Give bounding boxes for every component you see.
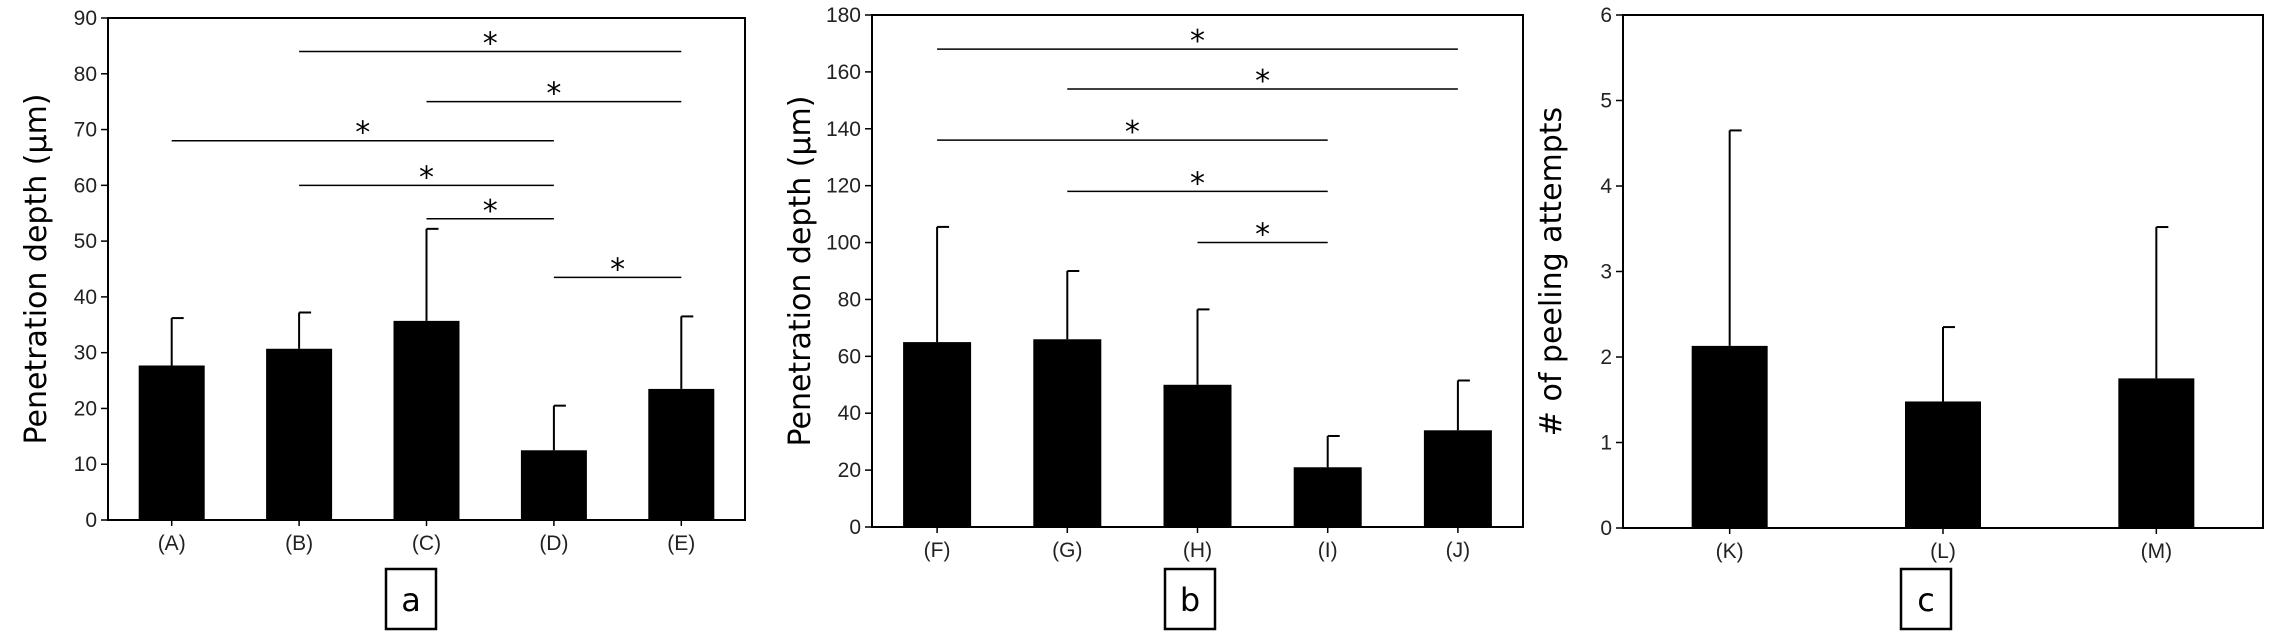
x-tick-label: (F) bbox=[924, 539, 951, 562]
significance-marker: * bbox=[483, 26, 498, 61]
x-tick-label: (G) bbox=[1052, 539, 1082, 562]
significance-marker: * bbox=[1255, 64, 1270, 99]
bar-K bbox=[1691, 345, 1768, 528]
y-tick-label: 6 bbox=[1600, 4, 1612, 27]
y-tick-label: 60 bbox=[74, 174, 97, 197]
bar-C bbox=[393, 320, 460, 520]
bar-H bbox=[1163, 384, 1232, 527]
panel-label-box bbox=[1163, 567, 1217, 631]
y-tick-label: 40 bbox=[74, 286, 97, 309]
y-tick-label: 0 bbox=[849, 516, 861, 539]
y-tick-label: 20 bbox=[74, 397, 97, 420]
x-tick-label: (B) bbox=[285, 532, 313, 555]
y-tick-label: 0 bbox=[85, 509, 97, 532]
bar-E bbox=[648, 388, 715, 520]
x-tick-label: (C) bbox=[412, 532, 441, 555]
bar-B bbox=[266, 348, 333, 520]
bar-G bbox=[1033, 339, 1102, 527]
y-tick-label: 160 bbox=[826, 61, 861, 84]
significance-marker: * bbox=[483, 194, 498, 229]
bar-I bbox=[1293, 467, 1362, 527]
y-tick-label: 80 bbox=[74, 63, 97, 86]
chart-panel-c: 0 1 2 3 4 5 6 # of peeling attempts (K) (L) (M) c bbox=[1534, 4, 2264, 631]
y-tick-label: 70 bbox=[74, 119, 97, 142]
bar-F bbox=[903, 342, 972, 527]
x-tick-label: (J) bbox=[1446, 539, 1471, 562]
y-tick-label: 4 bbox=[1600, 175, 1612, 198]
bar-A bbox=[138, 365, 205, 520]
y-axis-label: Penetration depth (μm) bbox=[783, 95, 818, 446]
y-tick-label: 40 bbox=[838, 402, 861, 425]
y-tick-label: 180 bbox=[826, 4, 861, 27]
x-tick-label: (I) bbox=[1318, 539, 1338, 562]
x-tick-label: (L) bbox=[1930, 540, 1956, 563]
significance-marker: * bbox=[355, 116, 370, 151]
panel-label: a bbox=[401, 581, 421, 619]
chart-panel-b: 0 20 40 60 80 100 120 140 160 180 Penetration dept… bbox=[783, 4, 1524, 631]
significance-marker: * bbox=[546, 77, 561, 112]
y-tick-label: 30 bbox=[74, 342, 97, 365]
y-tick-label: 1 bbox=[1600, 432, 1612, 455]
panel-label-box bbox=[1899, 567, 1953, 631]
x-tick-label: (D) bbox=[539, 532, 568, 555]
y-axis-label: Penetration depth (μm) bbox=[19, 93, 54, 444]
y-tick-label: 60 bbox=[838, 345, 861, 368]
panel-label-box bbox=[384, 567, 438, 631]
significance-marker: * bbox=[1255, 218, 1270, 253]
significance-marker: * bbox=[610, 252, 625, 287]
y-tick-label: 50 bbox=[74, 230, 97, 253]
panel-label: b bbox=[1180, 581, 1200, 619]
x-tick-label: (A) bbox=[158, 532, 186, 555]
significance-marker: * bbox=[1190, 166, 1205, 201]
x-tick-label: (H) bbox=[1183, 539, 1212, 562]
y-tick-label: 20 bbox=[838, 459, 861, 482]
y-tick-label: 5 bbox=[1600, 90, 1612, 113]
y-tick-label: 120 bbox=[826, 175, 861, 198]
bar-L bbox=[1905, 401, 1981, 528]
panel-label: c bbox=[1917, 581, 1935, 619]
y-tick-label: 3 bbox=[1600, 261, 1612, 284]
bar-M bbox=[2118, 378, 2195, 528]
significance-marker: * bbox=[419, 160, 434, 195]
chart-panel-a: 0 10 20 30 40 50 60 70 80 90 Penetration depth (μm… bbox=[19, 7, 746, 631]
x-tick-label: (M) bbox=[2141, 540, 2172, 563]
bar-J bbox=[1423, 430, 1492, 527]
y-tick-label: 100 bbox=[826, 232, 861, 255]
y-tick-label: 80 bbox=[838, 288, 861, 311]
y-axis-label: # of peeling attempts bbox=[1534, 107, 1569, 436]
y-tick-label: 90 bbox=[74, 7, 97, 30]
significance-marker: * bbox=[1190, 24, 1205, 59]
y-tick-label: 2 bbox=[1600, 346, 1612, 369]
x-tick-label: (E) bbox=[667, 532, 695, 555]
significance-marker: * bbox=[1125, 115, 1140, 150]
x-tick-label: (K) bbox=[1716, 540, 1744, 563]
y-tick-label: 140 bbox=[826, 118, 861, 141]
bar-D bbox=[520, 450, 587, 520]
y-tick-label: 10 bbox=[74, 453, 97, 476]
y-tick-label: 0 bbox=[1600, 517, 1612, 540]
